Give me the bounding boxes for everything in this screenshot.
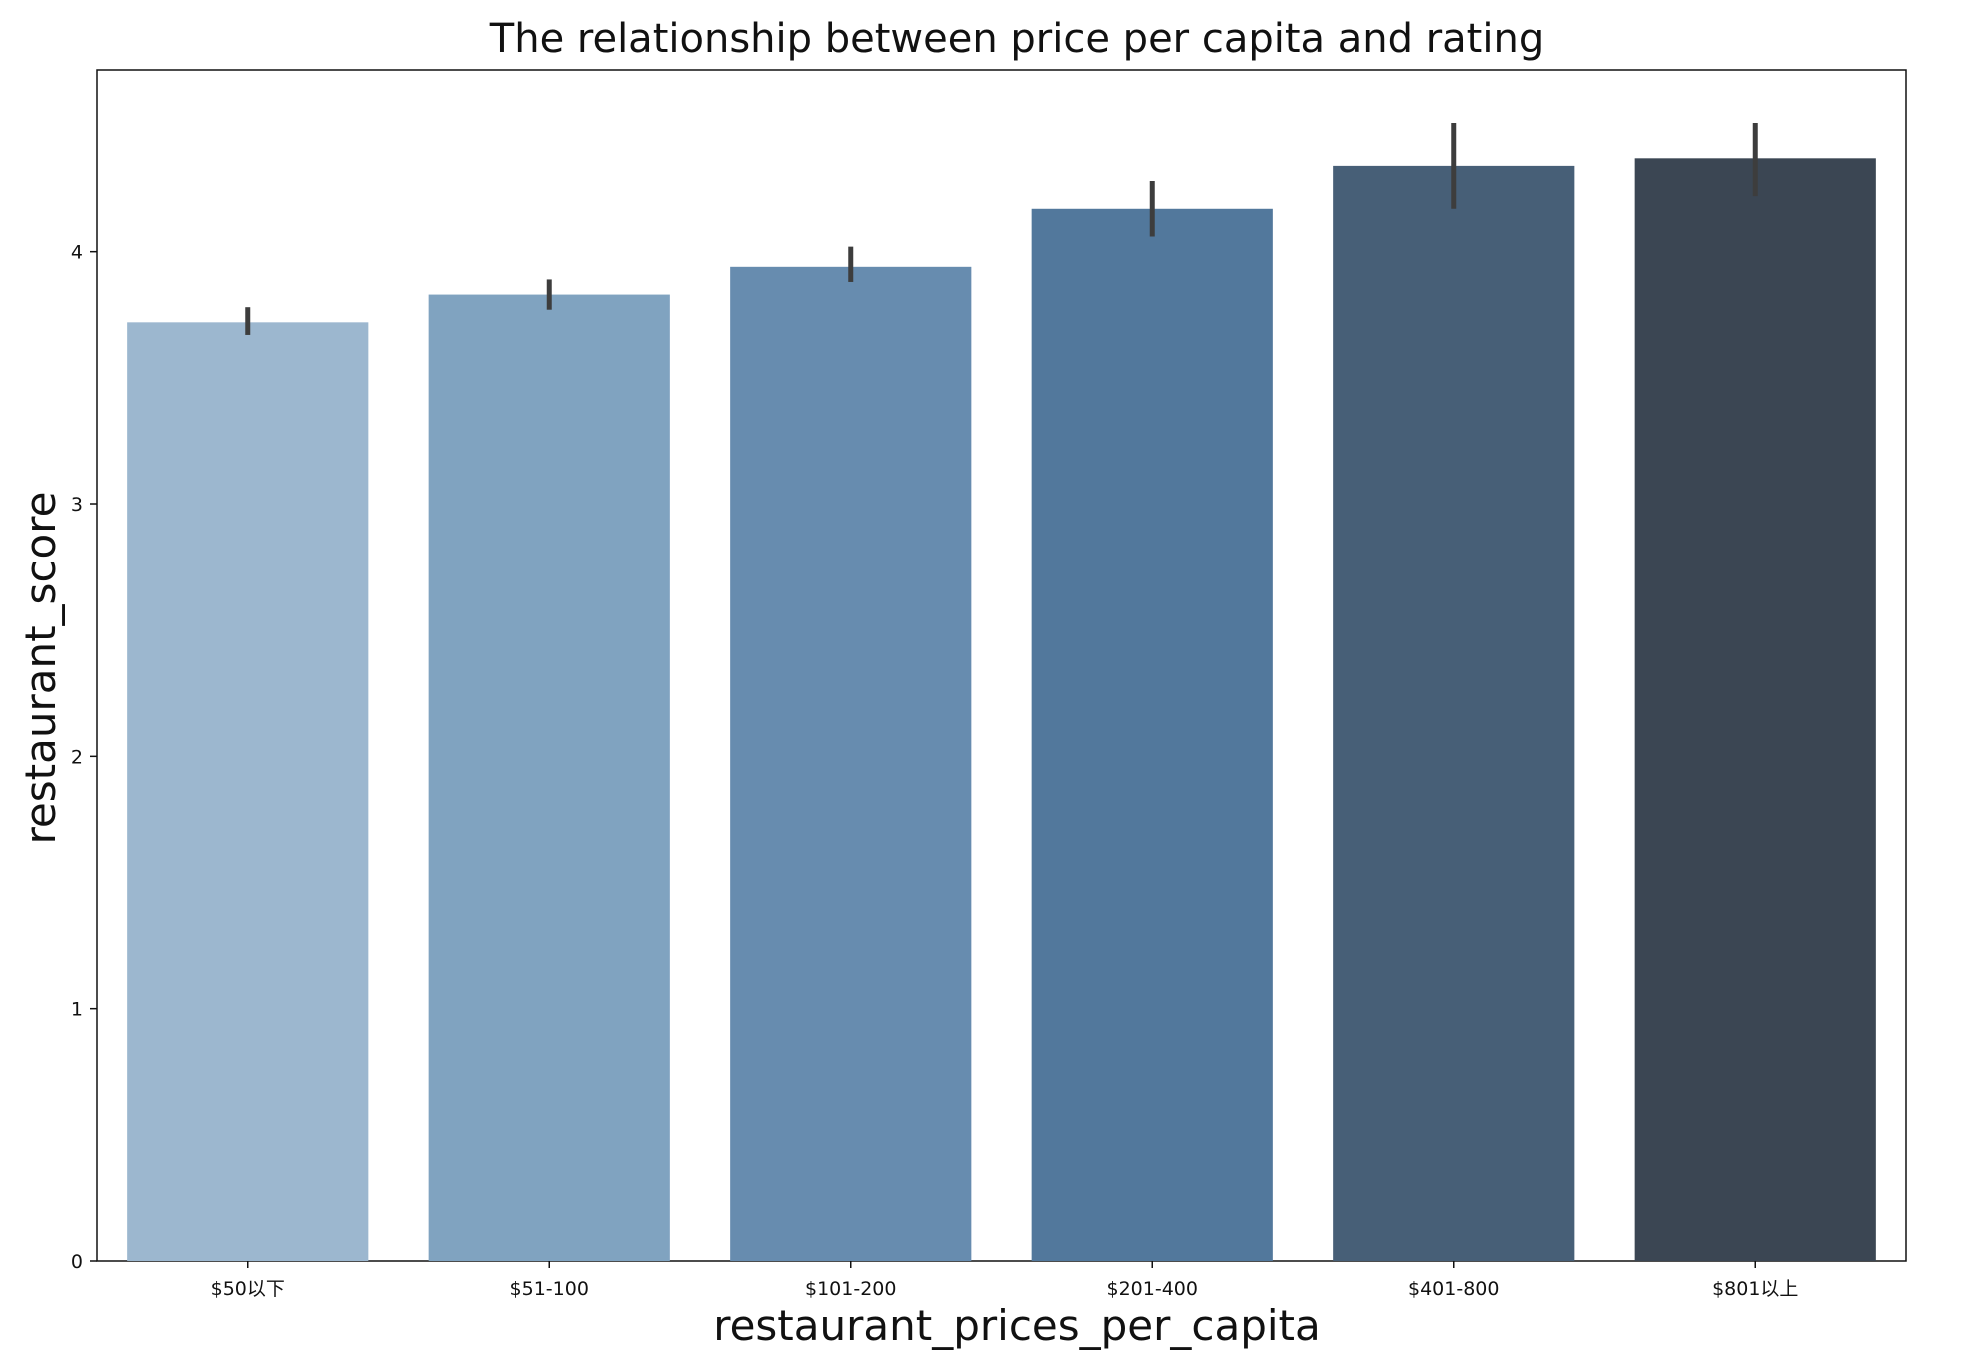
bar: [428, 294, 670, 1261]
y-axis: 0 1 2 3 4: [71, 242, 97, 1273]
bars-group: [127, 158, 1876, 1262]
x-tick-label: $201-400: [1107, 1278, 1198, 1300]
x-tick-label: $401-800: [1408, 1278, 1499, 1300]
y-tick-label: 3: [71, 494, 83, 516]
x-tick-label: $101-200: [805, 1278, 896, 1300]
y-tick-label: 2: [71, 746, 83, 768]
y-tick-label: 0: [71, 1251, 83, 1273]
x-axis: $50以下 $51-100 $101-200 $201-400 $401-800 $801…: [211, 1261, 1798, 1300]
x-tick-label: $801以上: [1712, 1278, 1798, 1300]
bar: [1634, 158, 1876, 1261]
plot-frame: [96, 69, 1907, 1262]
y-tick-label: 4: [71, 242, 83, 264]
y-tick-label: 1: [71, 999, 83, 1021]
x-axis-label: restaurant_prices_per_capita: [713, 1301, 1321, 1350]
bar: [1333, 165, 1575, 1261]
bar: [127, 322, 369, 1261]
bar: [1031, 208, 1273, 1262]
error-bars-group: [245, 122, 1758, 335]
y-axis-label: restaurant_score: [16, 492, 65, 845]
chart-title: The relationship between price per capit…: [489, 16, 1544, 62]
x-tick-label: $51-100: [510, 1278, 589, 1300]
bar: [730, 266, 972, 1261]
x-tick-label: $50以下: [211, 1278, 285, 1300]
